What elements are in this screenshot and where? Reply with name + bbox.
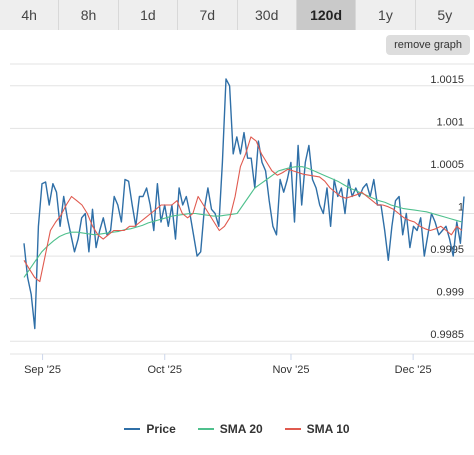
series-line-sma-20 xyxy=(23,166,463,278)
legend-label: SMA 10 xyxy=(306,422,350,436)
range-tab-5y[interactable]: 5y xyxy=(415,0,474,30)
legend-swatch xyxy=(197,428,214,430)
y-tick-label: 0.9985 xyxy=(430,329,464,341)
y-tick-label: 0.9995 xyxy=(430,244,464,256)
range-tabs: 4h 8h 1d 7d 30d 120d 1y 5y xyxy=(0,0,474,30)
legend-label: SMA 20 xyxy=(219,422,263,436)
legend-label: Price xyxy=(146,422,176,436)
legend-item-sma-10[interactable]: SMA 10 xyxy=(284,422,350,436)
x-axis-ticks: Sep '25 Oct '25 Nov '25 Dec '25 xyxy=(24,354,432,376)
range-tab-7d[interactable]: 7d xyxy=(178,0,238,30)
y-tick-label: 1.0005 xyxy=(430,159,464,171)
x-tick-label: Sep '25 xyxy=(24,364,61,376)
range-tab-4h[interactable]: 4h xyxy=(0,0,60,30)
y-tick-label: 1 xyxy=(458,202,464,214)
legend-item-price[interactable]: Price xyxy=(124,422,176,436)
y-tick-label: 1.0015 xyxy=(430,74,464,86)
y-tick-label: 1.001 xyxy=(436,116,464,128)
legend-item-sma-20[interactable]: SMA 20 xyxy=(197,422,263,436)
x-tick-label: Dec '25 xyxy=(395,364,432,376)
remove-graph-button[interactable]: remove graph xyxy=(386,35,470,55)
legend-swatch xyxy=(284,428,301,430)
range-tab-30d[interactable]: 30d xyxy=(237,0,297,30)
y-axis-ticks: 1.0015 1.001 1.0005 1 0.9995 0.999 0.9985 xyxy=(430,74,464,341)
range-tab-8h[interactable]: 8h xyxy=(59,0,119,30)
range-tab-1d[interactable]: 1d xyxy=(118,0,179,30)
x-tick-label: Nov '25 xyxy=(272,364,309,376)
series-line-sma-10 xyxy=(23,136,463,283)
series-lines xyxy=(23,78,465,330)
range-tab-1y[interactable]: 1y xyxy=(356,0,416,30)
y-tick-label: 0.999 xyxy=(436,287,464,299)
range-tab-120d[interactable]: 120d xyxy=(296,0,357,30)
x-tick-label: Oct '25 xyxy=(147,364,182,376)
chart-legend: Price SMA 20 SMA 10 xyxy=(0,420,474,438)
series-line-price xyxy=(23,78,465,330)
legend-swatch xyxy=(124,428,141,430)
price-chart: 1.0015 1.001 1.0005 1 0.9995 0.999 0.9985 Sep … xyxy=(10,63,474,376)
